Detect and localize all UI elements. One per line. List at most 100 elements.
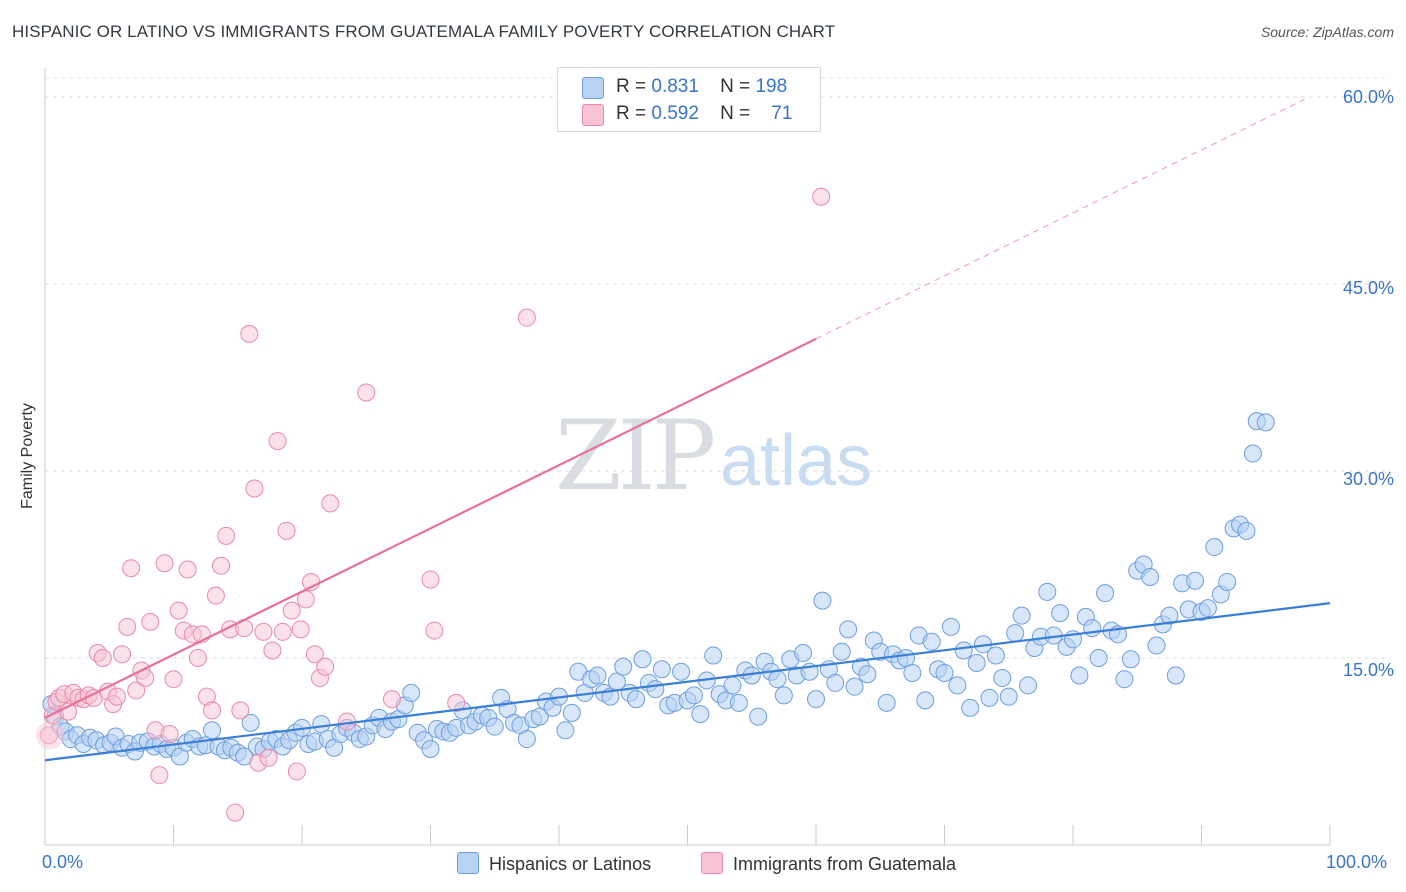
- hispanic-point: [1038, 582, 1057, 601]
- hispanic-point: [729, 693, 748, 712]
- hispanic-point: [1070, 666, 1089, 685]
- guatemala-point: [245, 479, 264, 498]
- x-tick-label-max: 100.0%: [1326, 852, 1388, 872]
- hispanic-point: [402, 683, 421, 702]
- hispanic-point: [1121, 650, 1140, 669]
- hispanic-point: [421, 740, 440, 759]
- hispanic-point: [646, 680, 665, 699]
- y-tick-label-15: 15.0%: [1342, 660, 1394, 680]
- bottom-legend-guatemala: Immigrants from Guatemala: [701, 852, 956, 875]
- legend-n-label: N =: [720, 103, 751, 124]
- guatemala-point: [282, 601, 301, 620]
- legend-swatch-blue: [582, 77, 604, 99]
- guatemala-point: [321, 494, 340, 513]
- hispanic-point: [858, 665, 877, 684]
- guatemala-point: [287, 762, 306, 781]
- hispanic-point: [768, 670, 787, 689]
- hispanic-point: [672, 662, 691, 681]
- legend-n-label: N =: [720, 76, 751, 97]
- guatemala-point: [240, 324, 259, 343]
- hispanic-point: [980, 688, 999, 707]
- x-tick-label-min: 0.0%: [42, 852, 84, 872]
- hispanic-point: [1115, 670, 1134, 689]
- guatemala-point: [812, 187, 831, 206]
- guatemala-point: [447, 693, 466, 712]
- hispanic-point: [562, 703, 581, 722]
- watermark-zip: ZIP: [555, 400, 716, 512]
- y-tick-label-30: 30.0%: [1342, 469, 1394, 489]
- hispanic-point: [839, 620, 858, 639]
- bottom-legend-label: Immigrants from Guatemala: [733, 854, 957, 874]
- guatemala-trend-extension: [815, 98, 1305, 340]
- guatemala-point: [291, 620, 310, 639]
- guatemala-trend-line: [44, 337, 817, 719]
- guatemala-point: [188, 649, 207, 667]
- guatemala-point: [206, 586, 225, 605]
- guatemala-point: [160, 725, 179, 744]
- hispanic-point: [877, 693, 896, 712]
- guatemala-point: [118, 617, 137, 636]
- hispanic-point: [627, 690, 646, 709]
- legend-n-value: 71: [771, 103, 793, 124]
- hispanic-point: [241, 713, 260, 732]
- hispanic-point: [922, 632, 941, 651]
- hispanic-point: [1218, 572, 1237, 591]
- hispanic-point: [1141, 567, 1160, 586]
- guatemala-point: [127, 681, 146, 700]
- guatemala-point: [517, 308, 536, 327]
- guatemala-point: [226, 803, 245, 822]
- guatemala-point: [231, 701, 250, 720]
- hispanic-point: [485, 717, 504, 736]
- hispanic-point: [948, 676, 967, 695]
- guatemala-point: [263, 641, 282, 660]
- hispanic-point: [1006, 624, 1025, 643]
- hispanic-point: [986, 646, 1005, 665]
- hispanic-point: [556, 721, 575, 740]
- hispanic-point: [845, 677, 864, 696]
- hispanic-point: [1166, 666, 1185, 685]
- hispanic-point: [1237, 521, 1256, 540]
- hispanic-point: [633, 650, 652, 669]
- bottom-legend-label: Hispanics or Latinos: [489, 854, 652, 874]
- hispanic-point: [1205, 538, 1224, 557]
- bottom-legend-swatch-pink: [701, 852, 723, 874]
- guatemala-point: [93, 649, 112, 667]
- hispanic-point: [652, 660, 671, 679]
- bottom-legend-hispanic: Hispanics or Latinos: [457, 852, 651, 875]
- guatemala-point: [155, 554, 174, 573]
- hispanic-point: [903, 663, 922, 682]
- hispanic-point: [794, 644, 813, 663]
- hispanic-point: [530, 707, 549, 726]
- guatemala-point: [113, 645, 132, 664]
- hispanic-point: [1012, 606, 1031, 625]
- guatemala-point: [357, 383, 376, 402]
- hispanic-point: [1256, 413, 1275, 432]
- hispanic-point: [813, 591, 832, 610]
- hispanic-point: [749, 707, 768, 726]
- legend-r-value: 0.592: [651, 103, 699, 124]
- hispanic-point: [1019, 676, 1038, 695]
- hispanic-point: [723, 676, 742, 695]
- y-tick-label-45: 45.0%: [1342, 278, 1394, 298]
- guatemala-cluster-point: [36, 721, 65, 750]
- hispanic-point: [1243, 444, 1262, 463]
- guatemala-point: [122, 559, 141, 578]
- guatemala-point: [217, 526, 236, 545]
- hispanic-point: [517, 730, 536, 749]
- guatemala-point: [421, 570, 440, 589]
- guatemala-point: [254, 622, 273, 641]
- legend-r-label: R =: [616, 76, 647, 97]
- hispanic-point: [691, 705, 710, 724]
- guatemala-point: [259, 748, 278, 767]
- hispanic-point: [1089, 649, 1108, 667]
- correlation-legend: R = 0.831 N = 198 R = 0.592 N = 71: [557, 67, 821, 132]
- guatemala-point: [268, 432, 287, 451]
- bottom-legend-swatch-blue: [457, 852, 479, 874]
- guatemala-point: [169, 601, 188, 620]
- guatemala-point: [141, 612, 160, 631]
- guatemala-point: [212, 556, 231, 575]
- hispanic-point: [832, 642, 851, 661]
- guatemala-point: [296, 590, 315, 609]
- legend-n-value: 198: [755, 76, 788, 97]
